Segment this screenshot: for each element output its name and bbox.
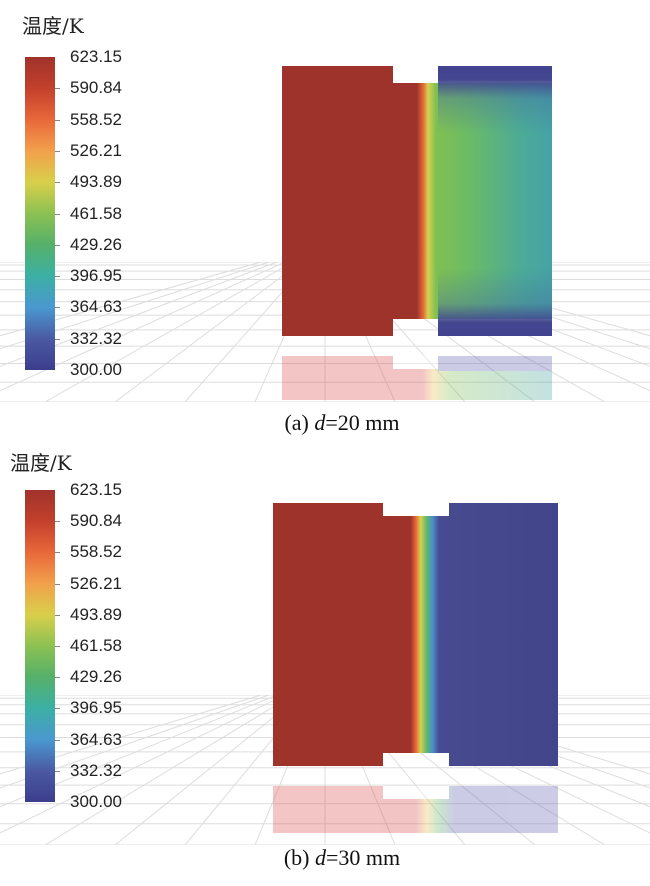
colorbar-tick: [55, 307, 60, 309]
colorbar-tick-label: 332.32: [70, 760, 122, 780]
colorbar-tick-label: 332.32: [70, 328, 122, 348]
colorbar-tick-label: 300.00: [70, 360, 122, 379]
caption-a: (a) d=20 mm: [284, 410, 400, 435]
colorbar-tick: [55, 583, 60, 585]
colorbar-title: 温度/K: [22, 14, 84, 38]
colorbar-tick-label: 429.26: [70, 667, 122, 687]
colorbar-tick: [55, 88, 60, 90]
colorbar-tick-label: 429.26: [70, 234, 122, 254]
colorbar-tick-label: 590.84: [70, 511, 122, 531]
colorbar-tick: [55, 213, 60, 215]
colorbar-tick-label: 493.89: [70, 172, 122, 192]
colorbar-tick-label: 623.15: [70, 480, 122, 499]
colorbar-tick: [55, 276, 60, 278]
colorbar-tick: [55, 150, 60, 152]
colorbar-tick-label: 396.95: [70, 266, 122, 286]
colorbar-tick-label: 300.00: [70, 792, 122, 811]
colorbar-tick: [55, 708, 60, 710]
colorbar: [25, 490, 60, 802]
colorbar-tick: [55, 552, 60, 554]
colorbar-tick: [55, 677, 60, 679]
colorbar: [25, 57, 60, 370]
colorbar-tick-label: 396.95: [70, 698, 122, 718]
contour-plot: [273, 503, 558, 766]
colorbar-tick-label: 364.63: [70, 729, 122, 749]
colorbar-tick: [55, 646, 60, 647]
contour-plot: [282, 66, 552, 336]
colorbar-tick-label: 461.58: [70, 636, 122, 655]
caption-b: (b) d=30 mm: [283, 845, 401, 870]
colorbar-title: 温度/K: [10, 451, 72, 475]
colorbar-tick-label: 623.15: [70, 47, 122, 66]
colorbar-tick-label: 364.63: [70, 297, 122, 317]
colorbar-tick-label: 558.52: [70, 542, 122, 562]
colorbar-tick-label: 526.21: [70, 573, 122, 593]
colorbar-tick: [55, 739, 60, 741]
plot-reflection: [273, 786, 558, 833]
colorbar-tick-label: 526.21: [70, 140, 122, 160]
plot-reflection: [282, 356, 552, 400]
colorbar-tick-label: 590.84: [70, 78, 122, 98]
colorbar-tick: [55, 614, 60, 616]
colorbar-tick: [55, 119, 60, 121]
colorbar-tick-label: 558.52: [70, 109, 122, 129]
colorbar-tick: [55, 338, 60, 340]
colorbar-tick: [55, 521, 60, 523]
colorbar-tick: [55, 244, 60, 246]
colorbar-tick: [55, 770, 60, 772]
colorbar-tick: [55, 182, 60, 184]
colorbar-tick-label: 493.89: [70, 604, 122, 624]
colorbar-tick-label: 461.58: [70, 203, 122, 223]
